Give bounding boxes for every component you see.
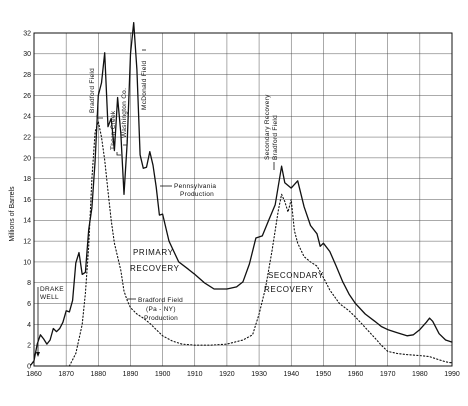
plot-frame (33, 32, 453, 367)
x-tick-label-1980: 1980 (412, 371, 428, 378)
annotation-bradford-bottom-line-1: Bradford Field (138, 297, 183, 304)
x-tick-label-1910: 1910 (187, 371, 203, 378)
y-axis-title: Millions of Barrels (9, 186, 16, 242)
y-tick-label-0: 0 (27, 363, 31, 370)
annotation-drake-well-line-1: DRAKE (40, 286, 64, 293)
x-tick-label-1880: 1880 (91, 371, 107, 378)
annotation-thorn-creek-leader (116, 152, 121, 156)
y-tick-label-4: 4 (27, 322, 31, 329)
y-tick-label-28: 28 (23, 72, 31, 79)
annotation-thorn-creek: Thorn Creek (110, 110, 117, 150)
annotation-secondary-line-2: RECOVERY (264, 285, 314, 294)
series-line-bradford-field (68, 120, 453, 367)
annotation-drake-well-line-2: WELL (40, 294, 59, 301)
y-tick-label-2: 2 (27, 343, 31, 350)
x-tick-label-1940: 1940 (283, 371, 299, 378)
x-tick-label-1860: 1860 (26, 371, 42, 378)
annotation-secondary-recovery-top-2: Bradford Field (272, 115, 279, 160)
annotation-bradford-field-leader (96, 115, 103, 119)
annotation-primary-line-2: RECOVERY (130, 264, 180, 273)
x-tick-label-1960: 1960 (348, 371, 364, 378)
x-tick-label-1950: 1950 (316, 371, 332, 378)
y-tick-label-30: 30 (23, 51, 31, 58)
annotation-secondary-recovery-top-1: Secondary Recovery (264, 94, 271, 160)
annotation-pennsylvania-line-2: Production (180, 191, 214, 198)
y-tick-label-32: 32 (23, 30, 31, 37)
annotation-primary-line-1: PRIMARY (133, 248, 174, 257)
x-tick-label-1970: 1970 (380, 371, 396, 378)
annotation-bradford-bottom-line-2: (Pa - NY) (146, 306, 176, 313)
y-tick-label-22: 22 (23, 134, 31, 141)
annotation-mcdonald-field: McDonald Field (141, 61, 148, 110)
y-tick-label-16: 16 (23, 197, 31, 204)
series-line-pennsylvania (30, 21, 453, 366)
x-axis: 1860 1870 1880 1890 1900 1910 1920 1930 1940 1950… (26, 371, 460, 378)
annotation-washington-co-leader (123, 140, 128, 146)
series-layer (30, 21, 453, 367)
y-tick-label-10: 10 (23, 259, 31, 266)
x-tick-label-1870: 1870 (58, 371, 74, 378)
x-tick-label-1900: 1900 (155, 371, 171, 378)
x-tick-label-1920: 1920 (219, 371, 235, 378)
y-tick-label-8: 8 (27, 280, 31, 287)
annotation-secondary-line-1: SECONDARY (268, 271, 324, 280)
y-tick-label-24: 24 (23, 114, 31, 121)
gridlines (34, 33, 452, 366)
y-tick-label-20: 20 (23, 155, 31, 162)
annotation-pennsylvania-line-1: Pennsylvania (174, 183, 216, 190)
annotation-drake-well-arrow (36, 352, 40, 357)
x-tick-label-1930: 1930 (251, 371, 267, 378)
y-tick-label-14: 14 (23, 218, 31, 225)
y-tick-label-18: 18 (23, 176, 31, 183)
y-tick-label-6: 6 (27, 301, 31, 308)
x-tick-label-1990: 1990 (444, 371, 460, 378)
y-tick-label-26: 26 (23, 93, 31, 100)
y-tick-label-12: 12 (23, 239, 31, 246)
annotations: DRAKE WELL Bradford Field Thorn Creek Wa… (36, 49, 324, 357)
annotation-washington-co: Washington Co. (121, 88, 128, 138)
annotation-bradford-bottom-line-3: Production (144, 315, 178, 322)
x-tick-label-1890: 1890 (123, 371, 139, 378)
annotation-bradford-field: Bradford Field (89, 68, 96, 113)
